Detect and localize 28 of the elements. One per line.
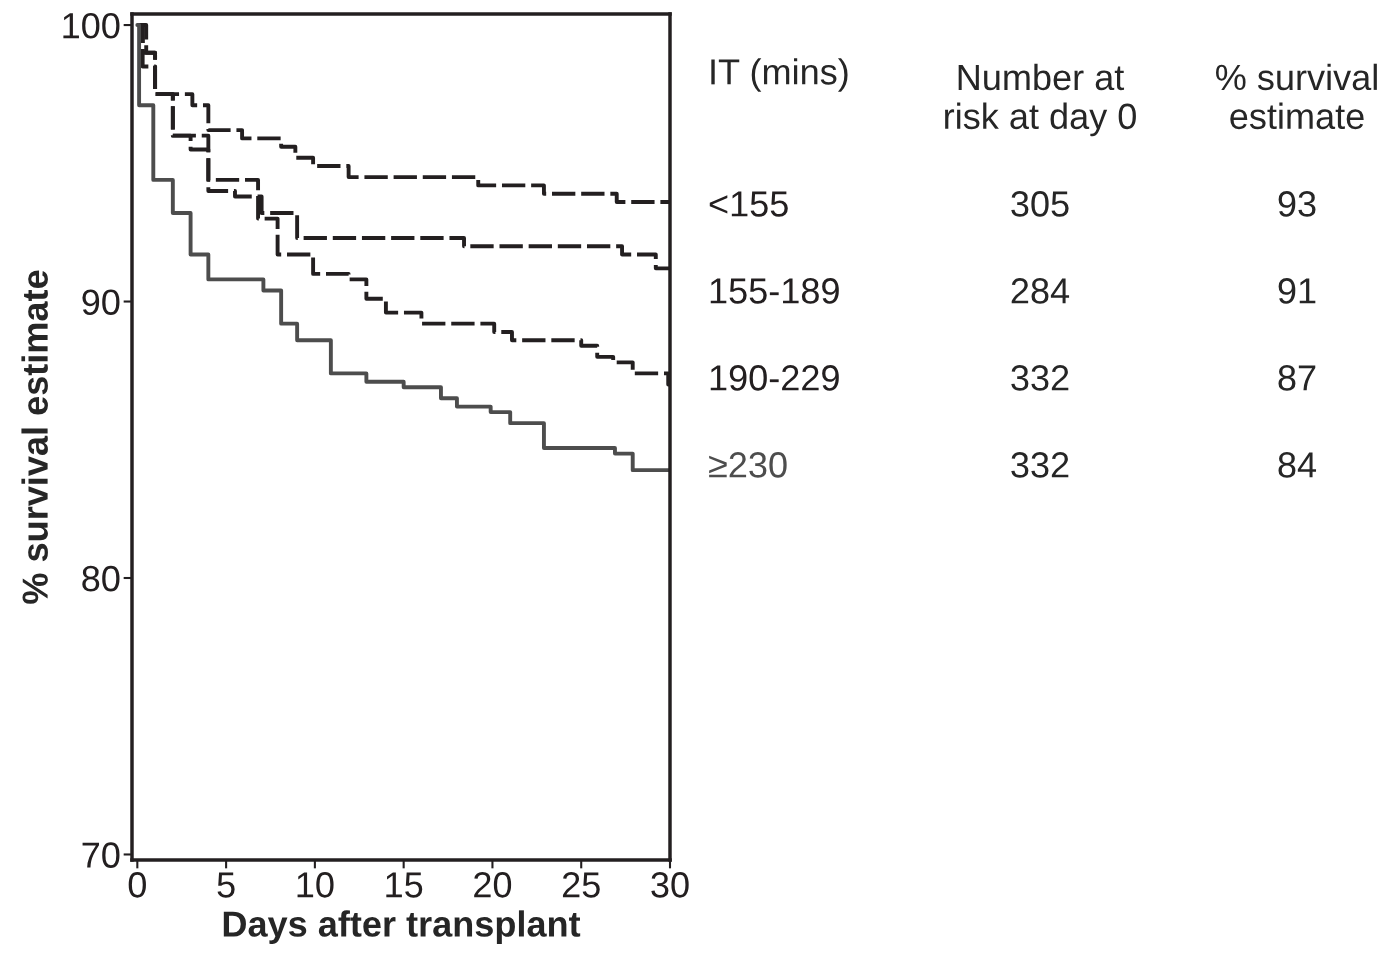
text: % survival estimate [1216, 63, 1377, 130]
x-tick-label: 20 [474, 872, 512, 898]
y-axis-title: % survival estimate [21, 270, 48, 604]
y-tick-label: 70 [82, 842, 120, 868]
x-axis-title: Days after transplant [223, 910, 581, 944]
series-label: 155-189 [710, 278, 839, 304]
text: 305 [1011, 191, 1069, 217]
x-tick-label: 0 [128, 872, 146, 898]
series-label: ≥230 [709, 452, 787, 478]
y-tick-label: 90 [82, 289, 120, 315]
text: 332 [1011, 452, 1069, 478]
text: 284 [1011, 278, 1070, 304]
y-tick-label: 80 [82, 565, 120, 592]
y-tick-label: 100 [63, 12, 120, 39]
legend-title: IT (mins) [711, 58, 848, 92]
x-tick-label: 10 [297, 872, 334, 898]
text: 87 [1278, 365, 1316, 391]
text: 93 [1278, 191, 1316, 217]
x-tick-label: 15 [386, 872, 423, 898]
text: 84 [1278, 452, 1317, 478]
series-label: 190-229 [710, 365, 839, 391]
text: Number at risk at day 0 [945, 63, 1136, 137]
x-tick-label: 5 [217, 872, 235, 898]
text: 332 [1011, 365, 1069, 391]
x-tick-label: 25 [562, 872, 600, 898]
x-tick-label: 30 [651, 872, 689, 898]
series-label: <155 [709, 191, 788, 217]
text: 91 [1278, 278, 1316, 304]
